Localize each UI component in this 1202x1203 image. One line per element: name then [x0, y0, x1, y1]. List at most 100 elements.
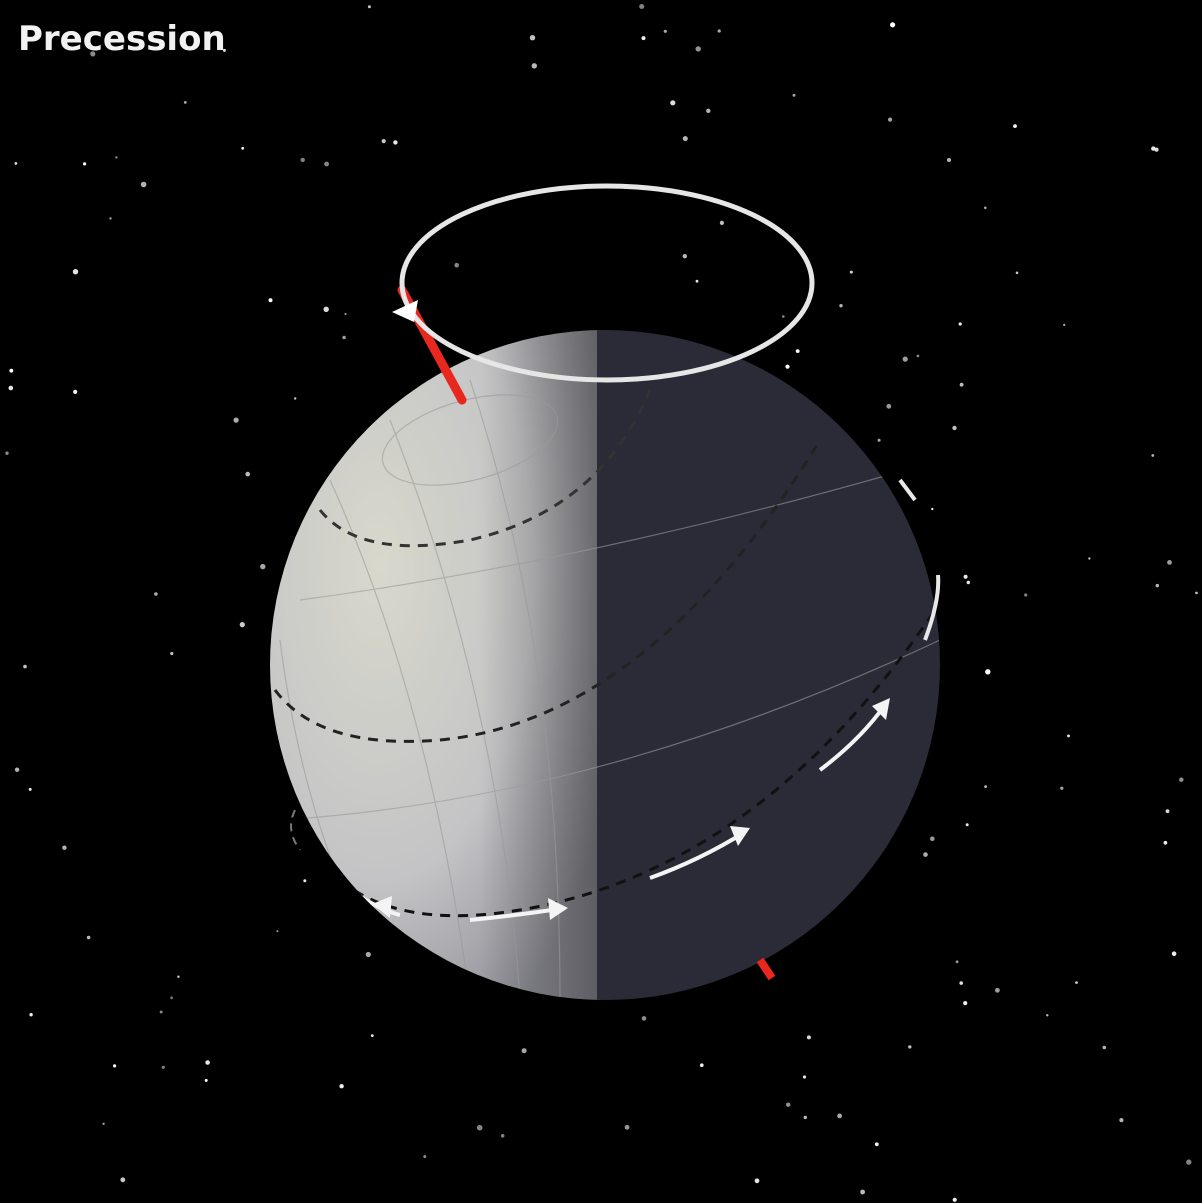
terminator-shade [480, 330, 600, 1000]
star [423, 1155, 427, 1159]
star [268, 298, 273, 303]
star [984, 206, 987, 210]
star [476, 1124, 483, 1131]
star [1165, 809, 1170, 814]
star [806, 1035, 811, 1040]
star [963, 1001, 968, 1006]
side-arrows [898, 478, 941, 641]
star [849, 270, 853, 274]
star [115, 156, 118, 159]
star [1119, 1118, 1124, 1123]
star [966, 580, 970, 585]
star [73, 389, 78, 394]
star [140, 181, 147, 188]
star [245, 471, 250, 477]
star [365, 951, 371, 958]
star [294, 397, 297, 400]
star [695, 279, 699, 283]
star [641, 36, 646, 41]
star [965, 823, 969, 827]
star [1151, 146, 1156, 151]
star [241, 146, 245, 150]
star [1195, 591, 1198, 595]
star [785, 364, 790, 369]
star [154, 592, 158, 596]
precession-circle [399, 183, 815, 383]
star [324, 161, 329, 167]
star [886, 403, 892, 409]
star [958, 322, 962, 326]
star [109, 217, 112, 220]
star [86, 935, 91, 940]
star [670, 100, 676, 106]
star [339, 1084, 344, 1089]
star [641, 1016, 647, 1021]
star [1046, 1014, 1049, 1017]
title: Precession [18, 19, 226, 59]
arrow-heads [372, 698, 890, 920]
star [923, 852, 928, 857]
star [120, 1177, 126, 1183]
star [1013, 124, 1017, 128]
star [233, 417, 239, 423]
star [792, 93, 796, 97]
star [952, 425, 957, 431]
star [782, 315, 785, 318]
star [639, 4, 645, 9]
star [1088, 557, 1091, 560]
star [888, 117, 893, 122]
star [381, 139, 386, 144]
star [260, 563, 266, 570]
star [952, 1197, 957, 1202]
star [1151, 454, 1155, 457]
star [890, 22, 896, 28]
star [5, 451, 9, 455]
star [663, 29, 667, 33]
star [700, 1063, 704, 1067]
star [955, 960, 959, 964]
star [370, 1034, 374, 1037]
star [72, 269, 79, 275]
star [204, 1078, 208, 1082]
star [303, 879, 307, 883]
star [342, 335, 346, 340]
star [183, 101, 187, 104]
star [113, 1064, 117, 1068]
star [531, 63, 537, 69]
star [706, 108, 711, 114]
star [795, 349, 800, 353]
star [83, 162, 87, 166]
star [90, 51, 96, 57]
star [1186, 1159, 1192, 1165]
star [62, 845, 67, 850]
star [170, 651, 174, 656]
star [1024, 593, 1028, 597]
star [276, 930, 279, 933]
star [177, 975, 180, 978]
star [959, 981, 963, 985]
star [874, 1142, 879, 1147]
star [839, 304, 843, 308]
axis-bottom [756, 957, 776, 981]
star [930, 836, 935, 842]
star [985, 669, 991, 675]
star [529, 35, 536, 41]
star [205, 1060, 210, 1065]
star [995, 987, 1000, 993]
star [947, 158, 951, 162]
star [717, 29, 721, 33]
star [239, 622, 245, 628]
star [902, 356, 908, 362]
star [802, 1075, 807, 1079]
star [500, 1134, 505, 1138]
star [14, 767, 20, 772]
star [959, 382, 964, 387]
stars [5, 4, 1198, 1202]
star [521, 1048, 527, 1054]
star [102, 1122, 105, 1126]
star [170, 996, 173, 1000]
star [682, 136, 688, 142]
star [14, 162, 18, 165]
star [393, 140, 398, 145]
